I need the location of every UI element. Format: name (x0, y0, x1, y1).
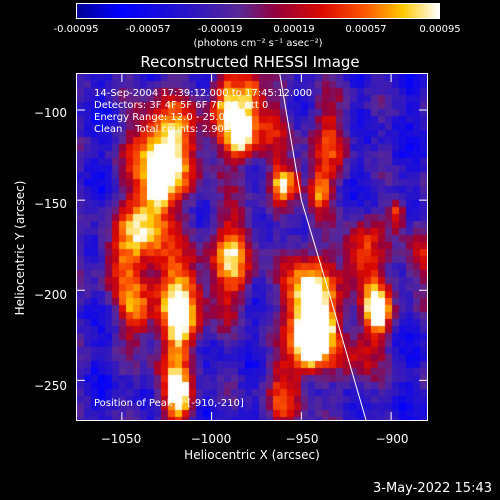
colorbar-tick-label: -0.00095 (53, 24, 99, 35)
x-tick-label: −1000 (190, 432, 232, 446)
y-tick-label: −150 (34, 197, 67, 211)
annotation-detectors: Detectors: 3F 4F 5F 6F 7F 8F, Att 0 (94, 100, 269, 111)
colorbar-unit-label: (photons cm⁻² s⁻¹ asec⁻²) (193, 38, 323, 49)
y-axis-label: Heliocentric Y (arcsec) (13, 180, 27, 316)
timestamp: 3-May-2022 15:43 (373, 481, 492, 496)
colorbar-tick-label: 0.00095 (419, 24, 461, 35)
y-tick-label: −200 (34, 288, 67, 302)
x-tick-label: −950 (285, 432, 319, 446)
y-tick-label: −100 (34, 106, 67, 120)
plot-area: 14-Sep-2004 17:39:12.000 to 17:45:12.000… (76, 73, 428, 421)
colorbar-tick-label: -0.00057 (125, 24, 171, 35)
solar-limb-curve (279, 74, 367, 420)
colorbar (76, 3, 440, 19)
x-tick-label: −900 (375, 432, 409, 446)
y-tick-label: −250 (34, 379, 67, 393)
annotation-clean-counts: Clean Total counts: 2.90E+03 (94, 124, 252, 135)
heatmap-image (77, 74, 427, 420)
chart-title: Reconstructed RHESSI Image (140, 53, 360, 71)
x-axis-label: Heliocentric X (arcsec) (184, 448, 320, 462)
x-tick-label: −1050 (100, 432, 142, 446)
annotation-energy-range: Energy Range: 12.0 - 25.0 keV (94, 112, 247, 123)
colorbar-tick-label: 0.00019 (273, 24, 315, 35)
colorbar-tick-label: -0.00019 (197, 24, 243, 35)
limb-overlay (279, 74, 367, 420)
annotation-time-range: 14-Sep-2004 17:39:12.000 to 17:45:12.000 (94, 88, 313, 99)
colorbar-tick-label: 0.00057 (345, 24, 387, 35)
peak-position-label: Position of Peak = [-910,-210] (94, 398, 244, 409)
